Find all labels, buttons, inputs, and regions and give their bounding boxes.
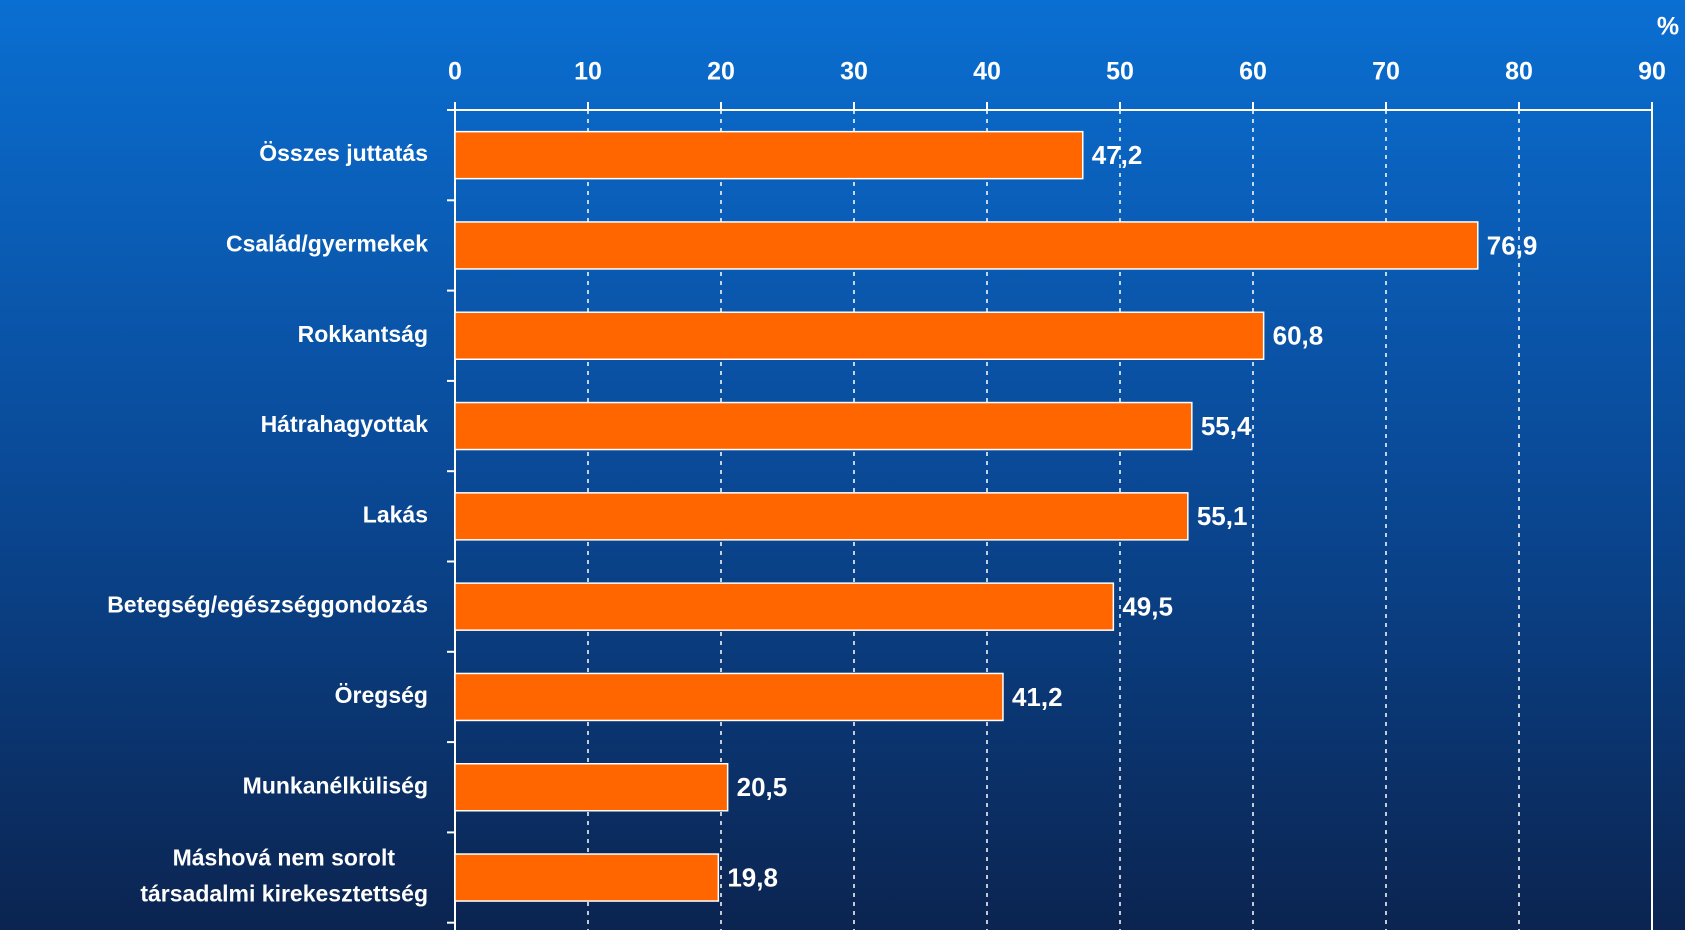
data-label: 41,2 — [1012, 682, 1063, 712]
data-label: 20,5 — [737, 772, 788, 802]
data-label: 19,8 — [727, 862, 778, 892]
x-tick-label: 70 — [1372, 58, 1400, 86]
y-tick-label: Öregség — [335, 682, 428, 708]
x-tick-label: 40 — [973, 58, 1001, 86]
x-tick-label: 0 — [448, 58, 462, 86]
bar — [454, 763, 729, 812]
data-label: 60,8 — [1273, 321, 1324, 351]
bar — [454, 130, 1084, 180]
bar — [454, 492, 1189, 541]
bar — [454, 221, 1479, 270]
x-tick-label: 30 — [840, 58, 868, 86]
y-tick-label: Összes juttatás — [259, 140, 428, 166]
bar — [454, 853, 720, 902]
x-tick-label: 90 — [1638, 58, 1666, 86]
bar — [454, 582, 1115, 631]
y-tick-label: Család/gyermekek — [226, 231, 428, 257]
bar — [454, 401, 1193, 451]
data-label: 76,9 — [1487, 230, 1538, 260]
y-tick-label: Betegség/egészséggondozás — [107, 592, 428, 618]
bar — [454, 311, 1265, 360]
x-tick-label: 80 — [1505, 58, 1533, 86]
x-tick-label: 60 — [1239, 58, 1267, 86]
y-tick-label: Máshová nem sorolt társadalmi kirekesztet… — [140, 845, 428, 907]
data-label: 47,2 — [1092, 140, 1143, 170]
x-tick-label: 10 — [574, 58, 602, 86]
axis-unit: % — [1657, 13, 1679, 41]
y-tick-label: Hátrahagyottak — [261, 411, 429, 437]
x-tick-label: 50 — [1106, 58, 1134, 86]
x-tick-label: 20 — [707, 58, 735, 86]
y-tick-label: Lakás — [363, 501, 428, 527]
data-label: 49,5 — [1122, 592, 1173, 622]
y-tick-label: Rokkantság — [298, 321, 428, 347]
data-label: 55,1 — [1197, 501, 1248, 531]
bar — [454, 672, 1004, 722]
y-tick-label: Munkanélküliség — [243, 772, 428, 798]
data-label: 55,4 — [1201, 411, 1252, 441]
